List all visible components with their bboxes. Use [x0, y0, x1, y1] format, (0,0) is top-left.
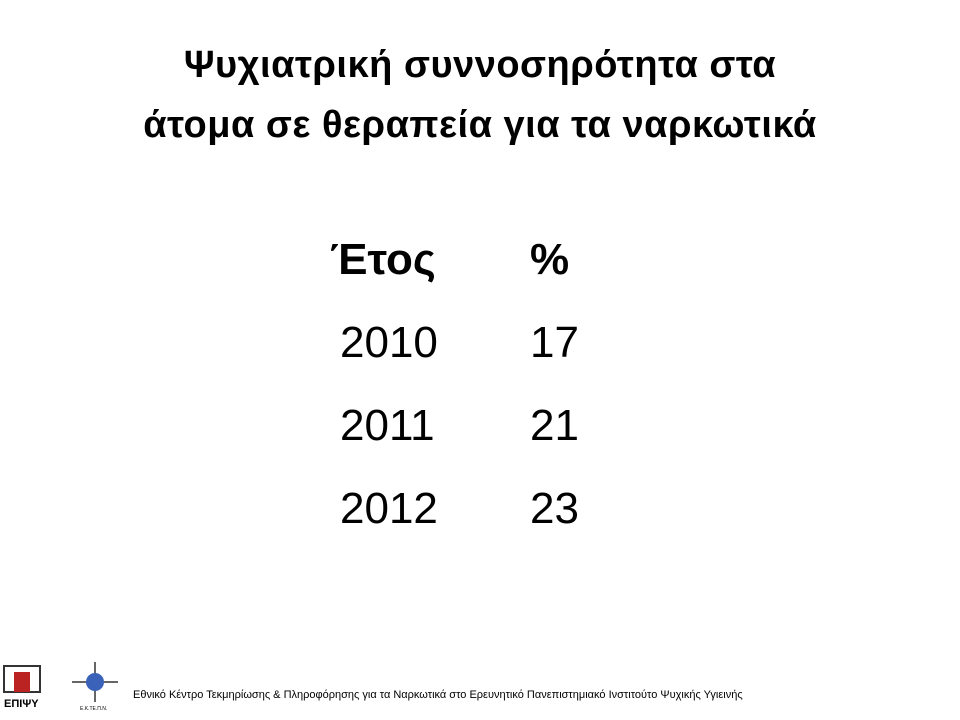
- logo-right-globe: [86, 673, 104, 691]
- table-header: %: [530, 235, 570, 284]
- logo-right-label: Ε.Κ.ΤΕ.Π.Ν.: [80, 706, 108, 712]
- table-cell: 17: [530, 318, 579, 367]
- table-header: Έτος: [330, 235, 436, 284]
- logos: [3, 662, 118, 702]
- table-cell: 23: [530, 484, 579, 533]
- table-cell: 2010: [340, 318, 438, 367]
- table-cell: 21: [530, 401, 579, 450]
- logo-left-label: ΕΠΙΨΥ: [4, 698, 39, 710]
- title-line: άτομα σε θεραπεία για τα ναρκωτικά: [143, 104, 817, 146]
- footer: Εθνικό Κέντρο Τεκμηρίωσης & Πληροφόρησης…: [133, 689, 743, 701]
- title-line: Ψυχιατρική συννοσηρότητα στα: [183, 44, 777, 86]
- logo-left-mark: [14, 672, 30, 692]
- table-cell: 2012: [340, 484, 438, 533]
- table-cell: 2011: [340, 401, 435, 450]
